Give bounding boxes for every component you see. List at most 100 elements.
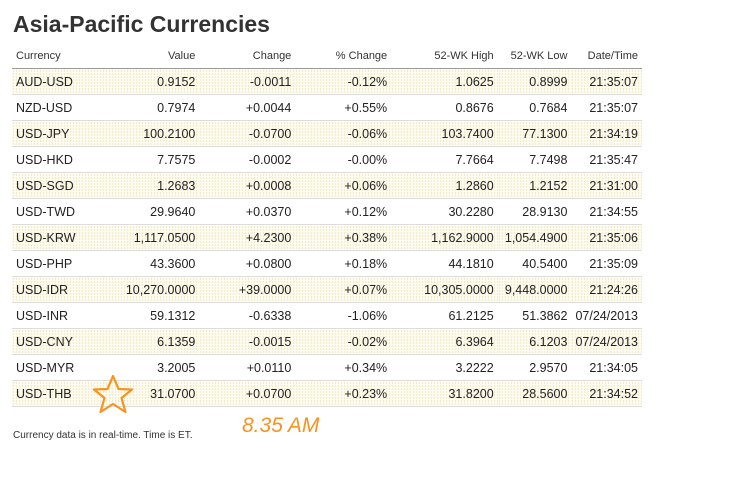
change-cell: +4.2300	[199, 224, 296, 251]
table-row: NZD-USD 0.7974 +0.0044 +0.55% 0.8676 0.7684 21…	[12, 94, 642, 121]
table-row: USD-TWD 29.9640 +0.0370 +0.12% 30.2280 28.913…	[12, 198, 642, 225]
currency-link[interactable]: USD-THB	[12, 380, 117, 407]
table-row: USD-CNY 6.1359 -0.0015 -0.02% 6.3964 6.1203 07…	[12, 328, 642, 355]
column-header-pct-change[interactable]: % Change	[295, 44, 392, 69]
change-cell: -0.0700	[199, 120, 296, 147]
currency-link[interactable]: USD-CNY	[12, 328, 117, 355]
date-time-cell: 21:31:00	[571, 172, 642, 199]
table-row: USD-IDR 10,270.0000 +39.0000 +0.07% 10,305.0…	[12, 276, 642, 303]
date-time-cell: 21:34:19	[571, 120, 642, 147]
change-cell: -0.6338	[199, 302, 296, 329]
pct-change-cell: +0.23%	[295, 380, 392, 407]
pct-change-cell: -0.02%	[295, 328, 392, 355]
date-time-cell: 07/24/2013	[571, 328, 642, 355]
low-52wk-cell: 28.5600	[497, 380, 572, 407]
high-52wk-cell: 0.8676	[391, 94, 498, 121]
currency-link[interactable]: USD-MYR	[12, 354, 117, 381]
value-cell: 7.7575	[116, 146, 200, 173]
high-52wk-cell: 31.8200	[391, 380, 498, 407]
pct-change-cell: +0.34%	[295, 354, 392, 381]
value-cell: 1,117.0500	[116, 224, 200, 251]
table-row: USD-HKD 7.7575 -0.0002 -0.00% 7.7664 7.7498 21…	[12, 146, 642, 173]
change-cell: +0.0370	[199, 198, 296, 225]
change-cell: -0.0015	[199, 328, 296, 355]
change-cell: +0.0044	[199, 94, 296, 121]
date-time-cell: 21:34:52	[571, 380, 642, 407]
value-cell: 0.7974	[116, 94, 200, 121]
pct-change-cell: -1.06%	[295, 302, 392, 329]
change-cell: -0.0011	[199, 68, 296, 95]
high-52wk-cell: 7.7664	[391, 146, 498, 173]
table-row: USD-INR 59.1312 -0.6338 -1.06% 61.2125 51.386…	[12, 302, 642, 329]
high-52wk-cell: 10,305.0000	[391, 276, 498, 303]
date-time-cell: 21:24:26	[571, 276, 642, 303]
change-cell: +0.0800	[199, 250, 296, 277]
date-time-cell: 07/24/2013	[571, 302, 642, 329]
date-time-cell: 21:35:07	[571, 68, 642, 95]
column-header-52wk-low[interactable]: 52-WK Low	[497, 44, 572, 69]
column-header-change[interactable]: Change	[199, 44, 296, 69]
value-cell: 59.1312	[116, 302, 200, 329]
table-row: USD-PHP 43.3600 +0.0800 +0.18% 44.1810 40.540…	[12, 250, 642, 277]
footnote: Currency data is in real-time. Time is E…	[13, 430, 193, 441]
currency-table: Currency Value Change % Change 52-WK Hig…	[12, 44, 642, 407]
low-52wk-cell: 2.9570	[497, 354, 572, 381]
change-cell: +0.0008	[199, 172, 296, 199]
high-52wk-cell: 1,162.9000	[391, 224, 498, 251]
value-cell: 10,270.0000	[116, 276, 200, 303]
low-52wk-cell: 1,054.4900	[497, 224, 572, 251]
table-row: AUD-USD 0.9152 -0.0011 -0.12% 1.0625 0.8999 21…	[12, 68, 642, 95]
value-cell: 31.0700	[116, 380, 200, 407]
pct-change-cell: +0.55%	[295, 94, 392, 121]
pct-change-cell: -0.00%	[295, 146, 392, 173]
high-52wk-cell: 61.2125	[391, 302, 498, 329]
low-52wk-cell: 1.2152	[497, 172, 572, 199]
pct-change-cell: +0.07%	[295, 276, 392, 303]
column-header-value[interactable]: Value	[116, 44, 200, 69]
star-icon	[92, 374, 134, 414]
table-row: USD-THB 31.0700 +0.0700 +0.23% 31.8200 28.560…	[12, 380, 642, 407]
value-cell: 29.9640	[116, 198, 200, 225]
change-cell: +39.0000	[199, 276, 296, 303]
low-52wk-cell: 40.5400	[497, 250, 572, 277]
low-52wk-cell: 0.7684	[497, 94, 572, 121]
low-52wk-cell: 77.1300	[497, 120, 572, 147]
page-title: Asia-Pacific Currencies	[13, 11, 270, 37]
currency-link[interactable]: USD-SGD	[12, 172, 117, 199]
table-row: USD-SGD 1.2683 +0.0008 +0.06% 1.2860 1.2152 21…	[12, 172, 642, 199]
low-52wk-cell: 51.3862	[497, 302, 572, 329]
pct-change-cell: -0.12%	[295, 68, 392, 95]
high-52wk-cell: 44.1810	[391, 250, 498, 277]
value-cell: 100.2100	[116, 120, 200, 147]
currency-link[interactable]: AUD-USD	[12, 68, 117, 95]
low-52wk-cell: 6.1203	[497, 328, 572, 355]
value-cell: 43.3600	[116, 250, 200, 277]
value-cell: 6.1359	[116, 328, 200, 355]
currency-link[interactable]: USD-HKD	[12, 146, 117, 173]
high-52wk-cell: 30.2280	[391, 198, 498, 225]
pct-change-cell: +0.18%	[295, 250, 392, 277]
high-52wk-cell: 6.3964	[391, 328, 498, 355]
pct-change-cell: +0.06%	[295, 172, 392, 199]
currency-link[interactable]: USD-JPY	[12, 120, 117, 147]
high-52wk-cell: 1.2860	[391, 172, 498, 199]
date-time-cell: 21:35:09	[571, 250, 642, 277]
currency-link[interactable]: NZD-USD	[12, 94, 117, 121]
currency-link[interactable]: USD-TWD	[12, 198, 117, 225]
pct-change-cell: +0.12%	[295, 198, 392, 225]
column-header-currency[interactable]: Currency	[12, 44, 117, 69]
high-52wk-cell: 1.0625	[391, 68, 498, 95]
currency-link[interactable]: USD-IDR	[12, 276, 117, 303]
currency-link[interactable]: USD-PHP	[12, 250, 117, 277]
table-row: USD-JPY 100.2100 -0.0700 -0.06% 103.7400 77.1…	[12, 120, 642, 147]
column-header-52wk-high[interactable]: 52-WK High	[391, 44, 498, 69]
value-cell: 3.2005	[116, 354, 200, 381]
change-cell: +0.0700	[199, 380, 296, 407]
date-time-cell: 21:35:07	[571, 94, 642, 121]
date-time-cell: 21:35:47	[571, 146, 642, 173]
currency-link[interactable]: USD-KRW	[12, 224, 117, 251]
high-52wk-cell: 3.2222	[391, 354, 498, 381]
column-header-date-time[interactable]: Date/Time	[571, 44, 642, 69]
time-annotation: 8.35 AM	[242, 414, 320, 437]
currency-link[interactable]: USD-INR	[12, 302, 117, 329]
